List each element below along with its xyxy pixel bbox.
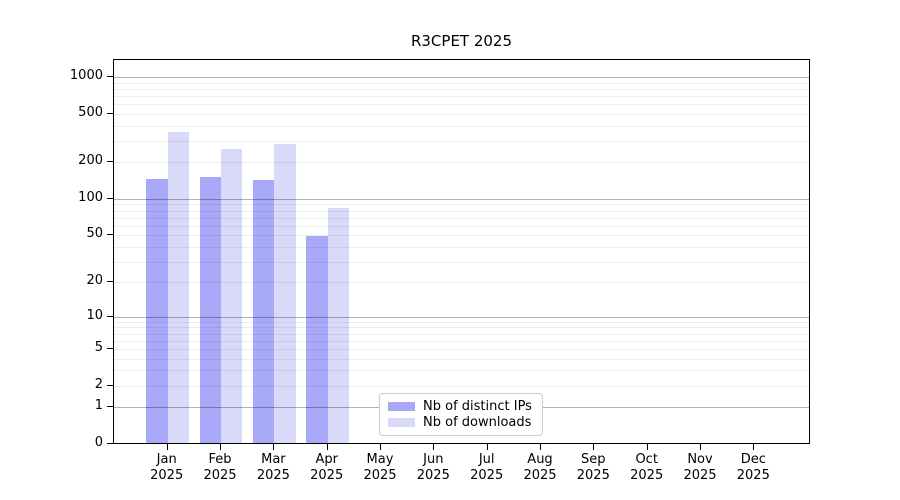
x-tick-mark [753, 444, 755, 450]
x-tick-label: Sep 2025 [576, 452, 610, 483]
grid-line-minor [114, 125, 809, 127]
y-tick-mark [107, 161, 113, 163]
y-tick-label: 50 [86, 226, 103, 242]
downloads-swatch [388, 418, 415, 428]
grid-line-minor [114, 162, 809, 164]
bars-layer [114, 60, 809, 443]
x-tick-label: Nov 2025 [683, 452, 717, 483]
y-tick-label: 100 [78, 189, 103, 205]
grid-line-minor [114, 82, 809, 84]
grid-line-minor [114, 327, 809, 329]
chart-title: R3CPET 2025 [410, 32, 513, 50]
y-tick-mark [107, 443, 113, 444]
grid-line-minor [114, 358, 809, 360]
y-tick-mark [107, 197, 113, 199]
grid-line-minor [114, 217, 809, 219]
grid-line-minor [114, 370, 809, 372]
y-tick-mark [107, 112, 113, 114]
y-tick-mark [107, 281, 113, 283]
grid-line-minor [114, 321, 809, 323]
legend-label-distinct-ips: Nb of distinct IPs [423, 398, 532, 414]
grid-line-minor [114, 210, 809, 212]
grid-line-minor [114, 96, 809, 97]
grid-line-minor [114, 385, 809, 387]
grid-line-minor [114, 225, 809, 227]
x-tick-mark [273, 444, 275, 450]
grid-line-major [114, 316, 809, 318]
grid-line-minor [114, 348, 809, 350]
legend-label-downloads: Nb of downloads [423, 415, 532, 431]
grid-line-minor [114, 104, 809, 106]
x-tick-mark [433, 444, 435, 450]
x-tick-label: Jul 2025 [470, 452, 504, 483]
x-tick-label: May 2025 [363, 452, 397, 483]
bar-distinct-ips [306, 236, 328, 443]
y-tick-label: 0 [94, 435, 103, 450]
x-tick-mark [220, 444, 221, 450]
x-tick-mark [700, 444, 701, 450]
grid-line-major [114, 77, 809, 79]
grid-line-minor [114, 235, 809, 237]
bar-distinct-ips [253, 179, 275, 443]
x-tick-mark [593, 444, 595, 450]
x-tick-label: Jun 2025 [416, 452, 450, 483]
x-tick-mark [486, 444, 488, 450]
legend: Nb of distinct IPs Nb of downloads [379, 393, 543, 436]
grid-line-minor [114, 340, 809, 342]
grid-line-minor [114, 113, 809, 115]
legend-row-distinct-ips: Nb of distinct IPs [388, 399, 534, 414]
y-tick-label: 5 [94, 339, 103, 355]
x-tick-label: Oct 2025 [630, 452, 664, 483]
x-tick-label: Apr 2025 [310, 452, 344, 483]
y-tick-mark [107, 234, 113, 236]
x-tick-mark [326, 444, 328, 450]
grid-layer [114, 60, 809, 443]
y-tick-mark [107, 315, 113, 317]
x-tick-mark [166, 444, 168, 450]
legend-row-downloads: Nb of downloads [388, 415, 534, 430]
grid-line-minor [114, 333, 809, 335]
y-tick-mark [107, 384, 113, 386]
grid-line-minor [114, 282, 809, 284]
x-tick-label: Mar 2025 [256, 452, 290, 483]
y-tick-label: 20 [86, 273, 103, 289]
bar-downloads [221, 148, 243, 443]
bar-downloads [274, 143, 296, 443]
y-tick-mark [107, 76, 113, 78]
grid-line-minor [114, 204, 809, 206]
x-tick-label: Dec 2025 [736, 452, 770, 483]
x-tick-mark [540, 444, 541, 450]
x-tick-mark [646, 444, 648, 450]
y-tick-mark [107, 347, 113, 349]
grid-line-major [114, 198, 809, 200]
bar-downloads [327, 208, 349, 443]
x-tick-label: Aug 2025 [523, 452, 557, 483]
bar-distinct-ips [199, 177, 221, 443]
x-tick-mark [380, 444, 381, 450]
grid-line-minor [114, 140, 809, 142]
grid-line-minor [114, 261, 809, 263]
y-tick-label: 10 [86, 307, 103, 323]
y-tick-label: 1 [94, 398, 103, 414]
y-tick-label: 1000 [69, 68, 103, 84]
plot-area [113, 59, 810, 444]
grid-line-minor [114, 88, 809, 90]
grid-line-minor [114, 246, 809, 248]
y-tick-mark [107, 406, 113, 408]
x-tick-label: Feb 2025 [203, 452, 237, 483]
y-tick-label: 2 [94, 376, 103, 392]
distinct-ips-swatch [388, 401, 415, 411]
y-tick-label: 200 [78, 153, 103, 169]
y-tick-label: 500 [78, 104, 103, 120]
bar-downloads [167, 131, 189, 443]
bar-distinct-ips [146, 179, 168, 443]
x-tick-label: Jan 2025 [150, 452, 184, 483]
